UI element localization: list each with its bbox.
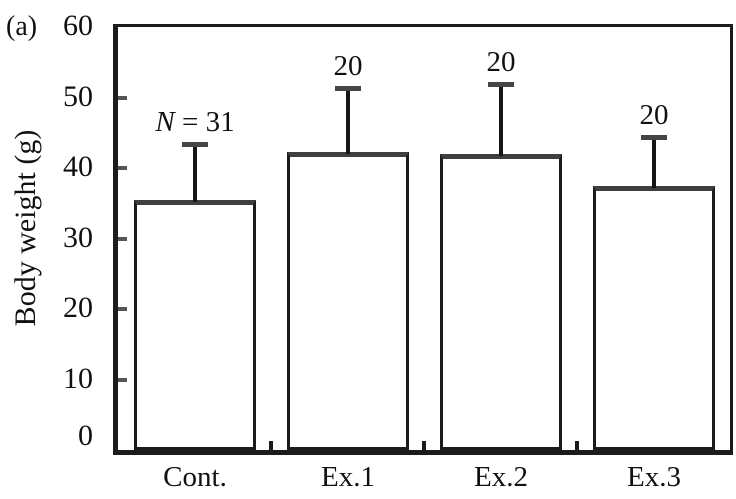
y-axis-tick-mark — [118, 307, 127, 311]
error-bar-line — [652, 137, 656, 188]
y-axis-tick-mark — [118, 95, 127, 100]
bar-ex1 — [287, 152, 409, 450]
x-axis-tick-mark — [422, 441, 426, 450]
bar-cont — [134, 200, 256, 450]
bar-count-label: N = 31 — [155, 106, 235, 138]
x-axis-tick-mark — [575, 441, 579, 450]
x-axis-category-label: Cont. — [163, 461, 227, 493]
bar-count-label: 20 — [333, 50, 363, 82]
error-bar-line — [346, 89, 350, 154]
x-axis-category-label: Ex.1 — [321, 461, 375, 493]
y-axis-tick-mark — [118, 377, 127, 382]
x-axis-tick-mark — [269, 441, 273, 450]
x-axis-category-label: Ex.3 — [627, 461, 681, 493]
error-bar-cap — [641, 135, 667, 140]
bar-ex2 — [440, 154, 562, 450]
y-axis-tick-label: 50 — [63, 79, 93, 113]
x-axis-category-label: Ex.2 — [474, 461, 528, 493]
y-axis-tick-label: 30 — [63, 220, 93, 254]
y-axis-tick-mark — [118, 236, 127, 241]
y-axis-tick-label: 40 — [63, 150, 93, 183]
error-bar-line — [499, 85, 503, 156]
y-axis-tick-label: 60 — [63, 9, 93, 42]
bar-count-label: 20 — [486, 46, 516, 78]
panel-label: (a) — [6, 11, 38, 42]
bar-ex3 — [593, 186, 715, 450]
y-axis-tick-mark — [118, 166, 127, 170]
error-bar-line — [193, 144, 197, 202]
error-bar-cap — [488, 82, 514, 87]
error-bar-cap — [335, 86, 361, 91]
bar-count-label: 20 — [639, 99, 669, 131]
y-axis-tick-label: 0 — [78, 419, 93, 452]
y-axis-tick-label: 10 — [63, 361, 93, 395]
y-axis-tick-label: 20 — [63, 291, 93, 324]
bar-count-label-italic: N — [155, 106, 175, 138]
plot-area: N = 31 20 20 20 — [113, 24, 733, 455]
error-bar-cap — [182, 142, 208, 147]
